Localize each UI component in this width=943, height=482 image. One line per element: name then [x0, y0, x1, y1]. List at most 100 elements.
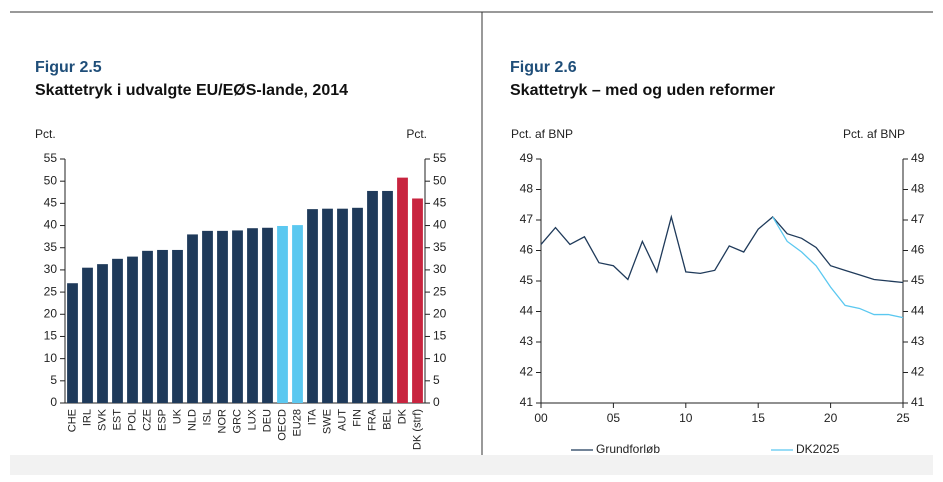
bar — [412, 198, 423, 403]
y2-tick-label: 41 — [911, 395, 925, 409]
x-tick-label: DEU — [261, 409, 273, 432]
y2-tick-label: 20 — [433, 306, 447, 320]
bar — [397, 177, 408, 403]
y-tick-label: 50 — [44, 173, 58, 187]
y2-tick-label: 48 — [911, 182, 925, 196]
bar — [292, 225, 303, 403]
y-tick-label: 30 — [44, 262, 58, 276]
x-tick-label: IRL — [81, 409, 93, 426]
bar — [142, 250, 153, 403]
x-tick-label: FIN — [351, 409, 363, 427]
footer-band — [10, 455, 933, 475]
chart-subtitle: Skattetryk i udvalgte EU/EØS-lande, 2014 — [35, 82, 348, 99]
bar — [352, 207, 363, 403]
x-tick-label: 10 — [679, 411, 693, 425]
y-tick-label: 10 — [44, 351, 58, 365]
x-tick-label: 25 — [896, 411, 910, 425]
x-tick-label: SWE — [321, 409, 333, 434]
y2-tick-label: 44 — [911, 304, 925, 318]
x-tick-label: 20 — [824, 411, 838, 425]
bar — [277, 225, 288, 403]
x-tick-label: DK — [396, 408, 408, 424]
bar — [127, 256, 138, 403]
y-tick-label: 45 — [44, 196, 58, 210]
y-tick-label: 35 — [44, 240, 58, 254]
legend-label: DK2025 — [796, 442, 840, 456]
y-tick-label: 42 — [520, 365, 534, 379]
y-tick-label: 45 — [520, 273, 534, 287]
bar — [322, 208, 333, 403]
y-axis-label: Pct. af BNP — [511, 127, 573, 141]
x-tick-label: AUT — [336, 409, 348, 431]
bar — [307, 209, 318, 403]
x-tick-label: OECD — [276, 409, 288, 441]
y-tick-label: 43 — [520, 334, 534, 348]
y-tick-label: 20 — [44, 306, 58, 320]
bar — [82, 267, 93, 403]
y2-tick-label: 25 — [433, 284, 447, 298]
bar — [232, 230, 243, 403]
y-tick-label: 49 — [520, 151, 534, 165]
y2-tick-label: 35 — [433, 240, 447, 254]
x-tick-label: NOR — [216, 409, 228, 434]
y-tick-label: 41 — [520, 395, 534, 409]
y2-tick-label: 0 — [433, 395, 440, 409]
x-tick-label: ISL — [201, 409, 213, 426]
legend-label: Grundforløb — [596, 442, 660, 456]
y-tick-label: 25 — [44, 284, 58, 298]
y-tick-label: 46 — [520, 243, 534, 257]
y2-tick-label: 15 — [433, 329, 447, 343]
y2-tick-label: 10 — [433, 351, 447, 365]
bar — [247, 228, 258, 403]
x-tick-label: EST — [111, 409, 123, 431]
bar — [382, 190, 393, 403]
bar — [67, 283, 78, 403]
x-tick-label: SVK — [96, 408, 108, 431]
y-axis-label: Pct. — [35, 127, 56, 141]
x-tick-label: ITA — [306, 408, 318, 425]
bar — [202, 230, 213, 403]
y2-tick-label: 42 — [911, 365, 925, 379]
y2-tick-label: 5 — [433, 373, 440, 387]
bar — [367, 190, 378, 403]
bar — [97, 264, 108, 403]
y-tick-label: 15 — [44, 329, 58, 343]
y2-tick-label: 47 — [911, 212, 925, 226]
x-tick-label: EU28 — [291, 409, 303, 437]
x-tick-label: CHE — [66, 409, 78, 432]
y-tick-label: 55 — [44, 151, 58, 165]
y2-tick-label: 45 — [433, 196, 447, 210]
x-tick-label: 00 — [534, 411, 548, 425]
bar — [157, 249, 168, 403]
bar — [217, 230, 228, 403]
x-tick-label: GRC — [231, 409, 243, 434]
x-tick-label: ESP — [156, 409, 168, 431]
x-tick-label: 05 — [607, 411, 621, 425]
y2-tick-label: 43 — [911, 334, 925, 348]
bar — [112, 258, 123, 403]
y-tick-label: 5 — [50, 373, 57, 387]
y2-tick-label: 30 — [433, 262, 447, 276]
chart-title: Figur 2.5 — [35, 59, 102, 76]
y-tick-label: 44 — [520, 304, 534, 318]
y-tick-label: 48 — [520, 182, 534, 196]
y2-tick-label: 40 — [433, 218, 447, 232]
y2-tick-label: 45 — [911, 273, 925, 287]
chart-title: Figur 2.6 — [510, 59, 577, 76]
y2-tick-label: 55 — [433, 151, 447, 165]
line-series — [540, 214, 904, 284]
bar — [187, 234, 198, 403]
x-tick-label: NLD — [186, 409, 198, 431]
x-tick-label: 15 — [752, 411, 766, 425]
y-tick-label: 47 — [520, 212, 534, 226]
x-tick-label: UK — [171, 408, 183, 424]
line-series — [772, 216, 904, 319]
x-tick-label: FRA — [366, 408, 378, 431]
y2-axis-label: Pct. — [406, 127, 427, 141]
x-tick-label: CZE — [141, 409, 153, 431]
x-tick-label: BEL — [381, 409, 393, 430]
y2-tick-label: 50 — [433, 173, 447, 187]
x-tick-label: POL — [126, 409, 138, 431]
y-tick-label: 0 — [50, 395, 57, 409]
